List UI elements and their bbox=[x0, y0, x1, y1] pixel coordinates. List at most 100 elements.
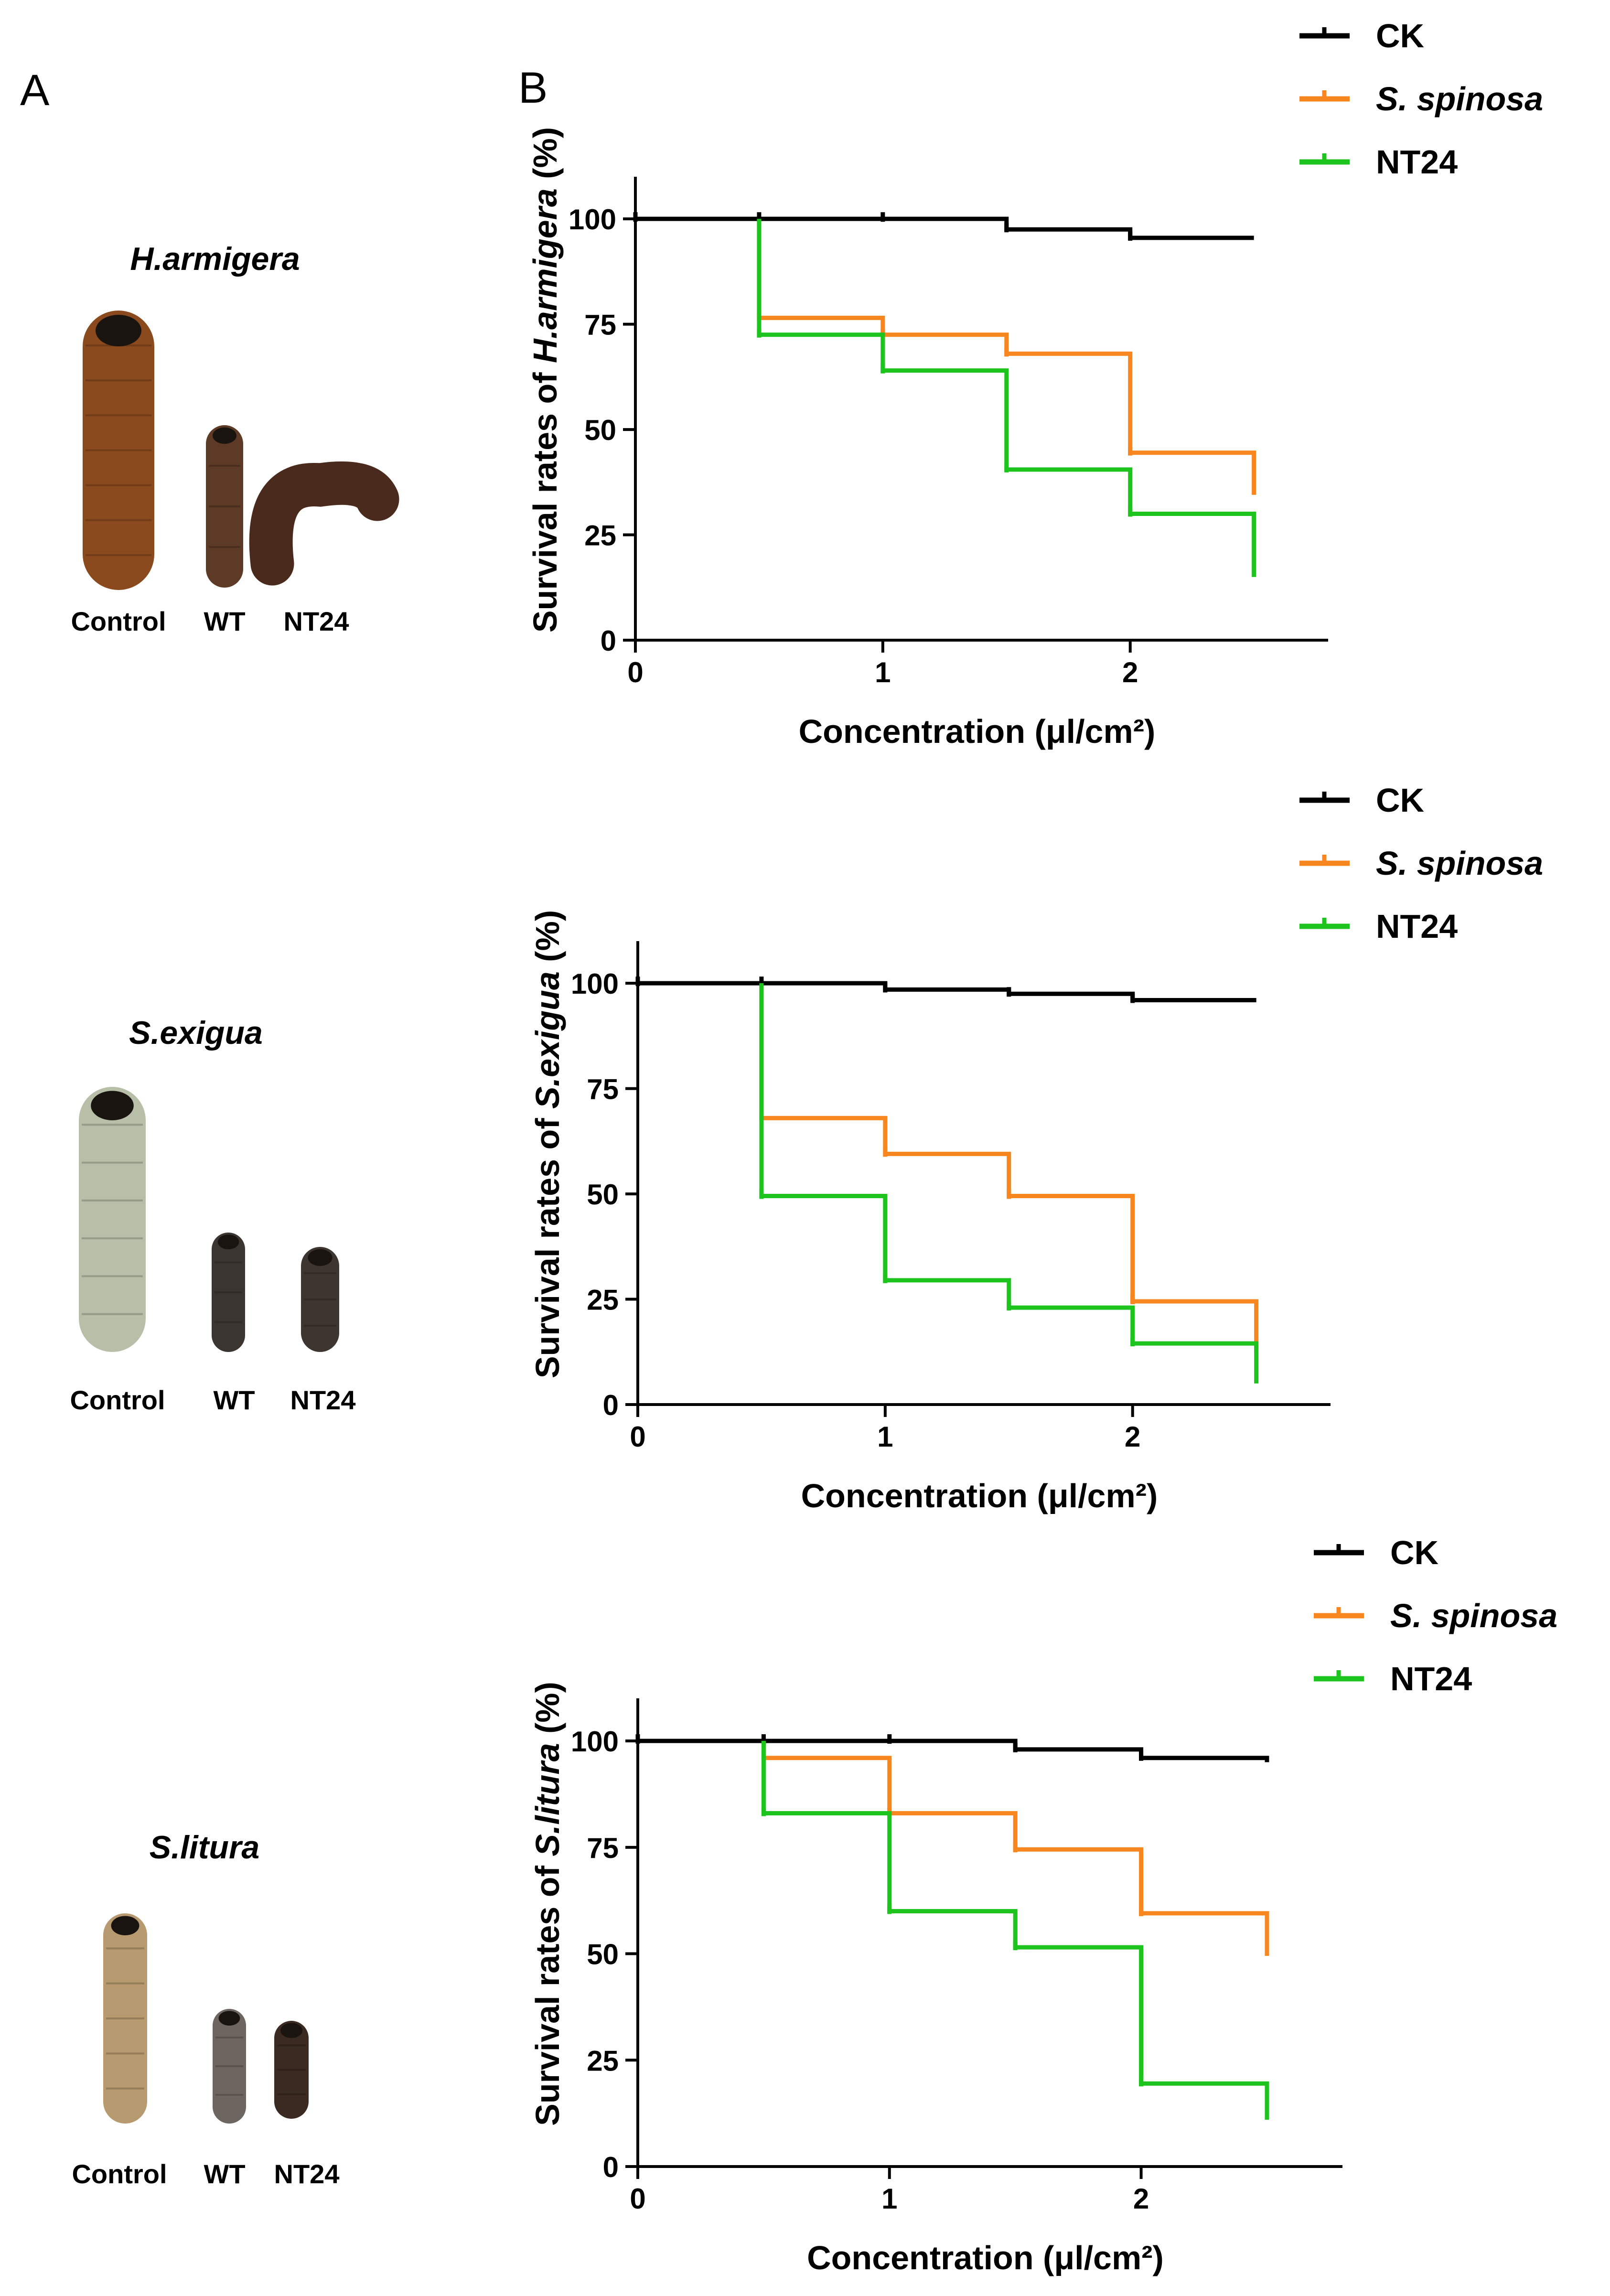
series-step-line bbox=[761, 1741, 1269, 1956]
larva-body bbox=[274, 2021, 309, 2119]
series-step-line bbox=[757, 219, 1256, 495]
larva-image bbox=[79, 1087, 146, 1352]
larva-head bbox=[308, 1249, 333, 1266]
y-tick-label: 0 bbox=[603, 1389, 619, 1421]
y-tick-label: 100 bbox=[569, 204, 616, 236]
survival-chart: 0 25 50 75 100 0 1 2 Concentration (μl/cm²) Survi… bbox=[529, 782, 1543, 1514]
series-nt24 bbox=[757, 219, 1256, 577]
y-tick-label: 0 bbox=[601, 625, 616, 657]
y-axis-label-suffix: (%) bbox=[529, 1682, 566, 1743]
series-step-line bbox=[759, 983, 1259, 1384]
larva-head bbox=[218, 2011, 240, 2026]
x-axis-label: Concentration (μl/cm²) bbox=[807, 2239, 1164, 2276]
y-axis-label-prefix: Survival rates of bbox=[529, 1109, 566, 1378]
x-tick-label: 0 bbox=[627, 656, 643, 688]
species-photo-panel: S.litura Control WT NT24 bbox=[72, 1829, 339, 2189]
x-tick-label: 2 bbox=[1122, 656, 1138, 688]
x-tick-label: 0 bbox=[630, 2183, 645, 2215]
survival-chart: 0 25 50 75 100 0 1 2 Concentration (μl/cm²) Survi… bbox=[526, 17, 1543, 750]
y-axis-label: Survival rates of S.exigua (%) bbox=[529, 910, 566, 1378]
y-tick-label: 100 bbox=[571, 1726, 619, 1758]
y-axis-label-species: S.exigua bbox=[529, 971, 566, 1109]
series-nt24 bbox=[759, 983, 1259, 1384]
specimen-label: Control bbox=[71, 606, 166, 636]
larva-body bbox=[83, 311, 154, 590]
x-axis-label: Concentration (μl/cm²) bbox=[799, 713, 1156, 750]
legend-label: S. spinosa bbox=[1376, 80, 1543, 118]
specimen-label: NT24 bbox=[274, 2159, 340, 2189]
larva-image bbox=[83, 311, 154, 590]
specimen-label: WT bbox=[204, 606, 245, 636]
specimen-label: Control bbox=[72, 2159, 167, 2189]
larva-head bbox=[213, 427, 236, 444]
larva-body bbox=[206, 425, 243, 588]
specimen-label: NT24 bbox=[290, 1385, 356, 1415]
larva-image bbox=[206, 425, 243, 588]
legend-label: S. spinosa bbox=[1390, 1597, 1557, 1634]
specimen-label: Control bbox=[70, 1385, 165, 1415]
larva-image bbox=[249, 461, 399, 586]
specimen-label: WT bbox=[213, 1385, 255, 1415]
larva-head bbox=[91, 1091, 134, 1120]
larva-image bbox=[274, 2021, 309, 2119]
species-title: H.armigera bbox=[130, 241, 300, 277]
panel-label-b: B bbox=[518, 64, 547, 112]
species-photo-panel: H.armigera Control WT NT24 bbox=[71, 241, 399, 636]
series-ck bbox=[635, 976, 1256, 1003]
y-tick-label: 50 bbox=[587, 1939, 619, 1971]
larva-body bbox=[79, 1087, 146, 1352]
x-tick-label: 1 bbox=[881, 2183, 897, 2215]
y-tick-label: 25 bbox=[584, 520, 616, 552]
legend-label: NT24 bbox=[1390, 1660, 1472, 1697]
y-tick-label: 50 bbox=[584, 414, 616, 446]
x-tick-label: 1 bbox=[877, 1421, 893, 1453]
x-tick-label: 1 bbox=[875, 656, 891, 688]
larva-head bbox=[96, 315, 141, 346]
species-title: S.litura bbox=[150, 1829, 260, 1866]
y-axis-label: Survival rates of S.litura (%) bbox=[529, 1682, 566, 2126]
y-tick-label: 0 bbox=[603, 2151, 619, 2183]
series-step-line bbox=[761, 1741, 1269, 2120]
legend-label: CK bbox=[1376, 17, 1424, 54]
y-axis-label: Survival rates of H.armigera (%) bbox=[526, 127, 564, 633]
larva-head bbox=[217, 1234, 239, 1250]
chart-legend: CK S. spinosa NT24 bbox=[1299, 782, 1543, 945]
y-axis-label-species: H.armigera bbox=[526, 188, 564, 363]
series-step-line bbox=[638, 1738, 1269, 1762]
larva-head bbox=[280, 2023, 303, 2039]
series-ck bbox=[633, 212, 1254, 241]
specimen-label: WT bbox=[204, 2159, 245, 2189]
specimen-label: NT24 bbox=[284, 606, 349, 636]
species-photo-panel: S.exigua Control WT NT24 bbox=[70, 1015, 355, 1415]
series-step-line bbox=[638, 981, 1256, 1002]
y-tick-label: 75 bbox=[584, 309, 616, 341]
y-axis-label-species: S.litura bbox=[529, 1743, 566, 1856]
species-title: S.exigua bbox=[129, 1015, 263, 1051]
x-tick-label: 2 bbox=[1133, 2183, 1149, 2215]
series-nt24 bbox=[761, 1741, 1269, 2120]
legend-label: S. spinosa bbox=[1376, 845, 1543, 882]
y-axis-label-suffix: (%) bbox=[526, 127, 564, 188]
survival-chart: 0 25 50 75 100 0 1 2 Concentration (μl/cm²) Survi… bbox=[529, 1534, 1557, 2276]
y-tick-label: 75 bbox=[587, 1832, 619, 1864]
y-tick-label: 100 bbox=[571, 968, 619, 1000]
chart-legend: CK S. spinosa NT24 bbox=[1299, 17, 1543, 181]
x-tick-label: 2 bbox=[1125, 1421, 1140, 1453]
y-tick-label: 75 bbox=[587, 1073, 619, 1105]
larva-body bbox=[212, 1233, 245, 1352]
larva-body bbox=[301, 1247, 339, 1352]
y-tick-label: 25 bbox=[587, 2045, 619, 2077]
larva-image bbox=[301, 1247, 339, 1352]
y-axis-label-suffix: (%) bbox=[529, 910, 566, 971]
larva-body bbox=[103, 1913, 147, 2124]
larva-image bbox=[103, 1913, 147, 2124]
legend-label: CK bbox=[1376, 782, 1424, 819]
y-axis-label-prefix: Survival rates of bbox=[526, 363, 564, 633]
panel-label-a: A bbox=[20, 66, 50, 115]
series-step-line bbox=[759, 983, 1259, 1350]
chart-legend: CK S. spinosa NT24 bbox=[1314, 1534, 1557, 1697]
larva-body bbox=[249, 461, 399, 586]
y-tick-label: 50 bbox=[587, 1179, 619, 1211]
